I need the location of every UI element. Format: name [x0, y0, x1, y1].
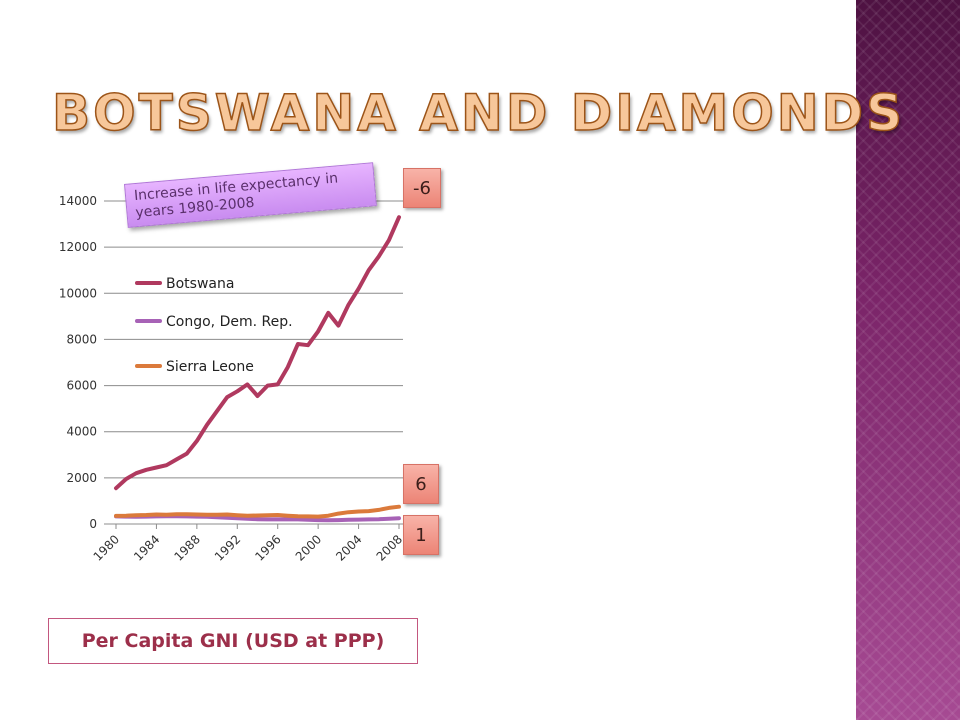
- legend-label: Botswana: [166, 276, 234, 292]
- botswana-life-expectancy-change: -6: [403, 168, 441, 208]
- x-tick-label: 1992: [212, 532, 243, 563]
- y-tick-label: 0: [89, 517, 97, 531]
- y-tick-label: 4000: [66, 425, 97, 439]
- x-tick-label: 1996: [252, 532, 283, 563]
- chart-legend: Botswana Congo, Dem. Rep. Sierra Leone: [135, 276, 293, 375]
- x-tick-label: 1984: [131, 532, 162, 563]
- x-tick-label: 1988: [171, 532, 202, 563]
- chart-caption: Per Capita GNI (USD at PPP): [48, 618, 418, 664]
- y-tick-label: 14000: [59, 194, 97, 208]
- y-tick-label: 12000: [59, 240, 97, 254]
- x-axis: 1980 1984 1988 1992 1996 2000 2004 2008: [91, 523, 405, 564]
- chart-series-lines: [114, 215, 401, 523]
- x-tick-label: 1980: [91, 532, 122, 563]
- x-tick-label: 2000: [293, 532, 324, 563]
- series-line-botswana: [114, 215, 401, 491]
- decorative-side-bar: [856, 0, 960, 720]
- series-line-sierra-leone: [114, 504, 401, 519]
- slide-title: BOTSWANA AND DIAMONDS: [51, 84, 906, 142]
- x-tick-label: 2008: [374, 532, 405, 563]
- y-tick-label: 6000: [66, 379, 97, 393]
- y-axis-tick-labels: 0 2000 4000 6000 8000 10000 12000 14000: [59, 194, 97, 531]
- x-tick-label: 2004: [333, 532, 364, 563]
- y-tick-label: 8000: [66, 332, 97, 346]
- legend-label: Sierra Leone: [166, 359, 254, 375]
- y-tick-label: 10000: [59, 286, 97, 300]
- chart-gridlines: [104, 200, 403, 479]
- legend-label: Congo, Dem. Rep.: [166, 314, 293, 330]
- congo-life-expectancy-change: 1: [403, 515, 439, 555]
- sierra-leone-life-expectancy-change: 6: [403, 464, 439, 504]
- y-tick-label: 2000: [66, 471, 97, 485]
